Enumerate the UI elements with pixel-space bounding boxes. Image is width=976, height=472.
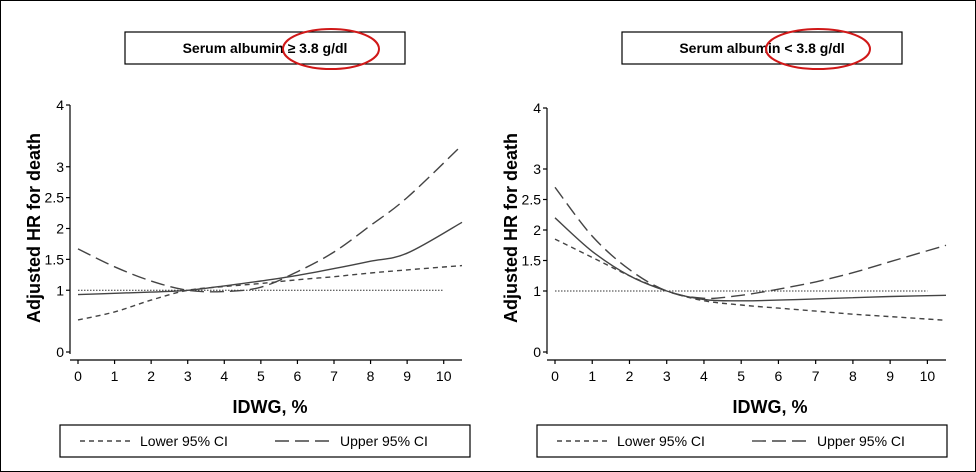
legend-upper-ci-label: Upper 95% CI xyxy=(340,433,428,449)
x-tick-label: 8 xyxy=(849,368,857,384)
x-tick-label: 5 xyxy=(737,368,745,384)
y-axis-title: Adjusted HR for death xyxy=(501,133,521,323)
x-tick-label: 6 xyxy=(775,368,783,384)
x-tick-label: 5 xyxy=(257,368,265,384)
x-tick-label: 2 xyxy=(626,368,634,384)
x-axis-title: IDWG, % xyxy=(233,397,308,417)
panel-title-box xyxy=(124,31,406,65)
y-tick-label: 2.5 xyxy=(522,192,542,208)
y-tick-label: 3 xyxy=(56,159,64,175)
x-tick-label: 8 xyxy=(367,368,375,384)
panel-title: Serum albumin < 3.8 g/dl xyxy=(679,40,844,56)
x-tick-label: 9 xyxy=(403,368,411,384)
legend-upper-ci-label: Upper 95% CI xyxy=(817,433,905,449)
y-tick-label: 1.5 xyxy=(45,251,65,267)
y-tick-label: 2.5 xyxy=(45,190,65,206)
x-tick-label: 2 xyxy=(147,368,155,384)
x-tick-label: 1 xyxy=(111,368,119,384)
y-tick-label: 3 xyxy=(533,161,541,177)
x-tick-label: 1 xyxy=(588,368,596,384)
y-tick-label: 1 xyxy=(56,282,64,298)
x-tick-label: 3 xyxy=(663,368,671,384)
highlight-circle xyxy=(282,28,380,70)
series-lower-ci-line xyxy=(554,238,947,321)
x-tick-label: 6 xyxy=(294,368,302,384)
x-tick-label: 0 xyxy=(551,368,559,384)
legend-lower-ci-label: Lower 95% CI xyxy=(617,433,705,449)
y-axis-title: Adjusted HR for death xyxy=(24,133,44,323)
series-upper-ci-line xyxy=(554,186,947,300)
chart-panel-1: Serum albumin ≥ 3.8 g/dl 0 1 1.5 2 2.5 3 4 0 1 2 3 4… xyxy=(24,28,471,458)
y-tick-label: 0 xyxy=(533,344,541,360)
x-tick-label: 4 xyxy=(700,368,708,384)
panel-title: Serum albumin ≥ 3.8 g/dl xyxy=(183,40,348,56)
x-tick-label: 10 xyxy=(436,368,452,384)
x-tick-label: 7 xyxy=(812,368,820,384)
panel-title-box xyxy=(621,31,903,65)
x-tick-label: 0 xyxy=(74,368,82,384)
y-tick-label: 2 xyxy=(56,221,64,237)
x-tick-label: 10 xyxy=(920,368,936,384)
x-tick-label: 3 xyxy=(184,368,192,384)
x-tick-label: 4 xyxy=(220,368,228,384)
chart-panel-2: Serum albumin < 3.8 g/dl 0 1 1.5 2 2.5 3 4 0 1 2 3 4… xyxy=(501,28,948,458)
y-tick-label: 1 xyxy=(533,283,541,299)
y-tick-label: 4 xyxy=(533,100,541,116)
x-axis-title: IDWG, % xyxy=(733,397,808,417)
series-lower-ci-line xyxy=(77,264,463,321)
y-tick-label: 2 xyxy=(533,222,541,238)
legend-lower-ci-label: Lower 95% CI xyxy=(140,433,228,449)
series-estimate-line xyxy=(77,221,463,296)
y-tick-label: 0 xyxy=(56,344,64,360)
highlight-circle xyxy=(765,28,871,70)
x-tick-label: 9 xyxy=(886,368,894,384)
y-tick-label: 1.5 xyxy=(522,253,542,269)
y-tick-label: 4 xyxy=(56,97,64,113)
x-tick-label: 7 xyxy=(330,368,338,384)
series-estimate-line xyxy=(554,217,947,302)
series-upper-ci-line xyxy=(77,144,463,293)
